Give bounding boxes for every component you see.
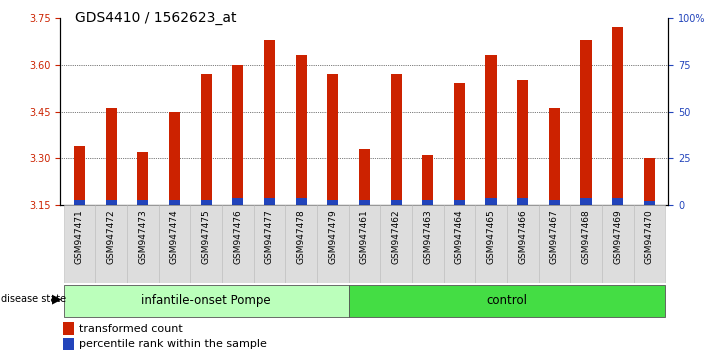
Bar — [580, 40, 592, 205]
Bar — [169, 200, 180, 205]
Text: GDS4410 / 1562623_at: GDS4410 / 1562623_at — [75, 11, 236, 25]
Bar — [264, 40, 275, 205]
Bar — [517, 80, 528, 205]
Text: GSM947477: GSM947477 — [265, 209, 274, 264]
Bar — [296, 55, 306, 205]
Bar — [222, 205, 254, 283]
Bar — [95, 205, 127, 283]
Text: GSM947469: GSM947469 — [613, 209, 622, 264]
Bar — [549, 108, 560, 205]
Bar — [538, 205, 570, 283]
Text: GSM947479: GSM947479 — [328, 209, 337, 264]
Bar — [348, 285, 665, 317]
Bar — [390, 74, 402, 205]
Bar — [159, 205, 191, 283]
Text: transformed count: transformed count — [79, 324, 183, 333]
Bar — [201, 74, 212, 205]
Bar — [63, 285, 348, 317]
Bar — [444, 205, 475, 283]
Bar — [602, 205, 634, 283]
Bar — [63, 338, 75, 350]
Bar — [317, 205, 348, 283]
Text: GSM947478: GSM947478 — [296, 209, 306, 264]
Text: GSM947465: GSM947465 — [486, 209, 496, 264]
Text: ▶: ▶ — [52, 293, 62, 306]
Bar — [63, 205, 95, 283]
Bar — [612, 27, 624, 205]
Bar — [296, 198, 306, 205]
Bar — [105, 200, 117, 205]
Text: GSM947464: GSM947464 — [455, 209, 464, 264]
Bar — [422, 155, 433, 205]
Bar — [475, 205, 507, 283]
Bar — [570, 205, 602, 283]
Bar — [74, 146, 85, 205]
Bar — [507, 205, 538, 283]
Bar — [643, 201, 655, 205]
Text: GSM947470: GSM947470 — [645, 209, 654, 264]
Bar — [264, 198, 275, 205]
Text: GSM947461: GSM947461 — [360, 209, 369, 264]
Text: percentile rank within the sample: percentile rank within the sample — [79, 339, 267, 349]
Bar — [580, 199, 592, 205]
Bar — [486, 55, 496, 205]
Text: GSM947468: GSM947468 — [582, 209, 591, 264]
Bar — [454, 83, 465, 205]
Bar — [390, 200, 402, 205]
Text: GSM947473: GSM947473 — [138, 209, 147, 264]
Bar — [191, 205, 222, 283]
Bar — [232, 64, 243, 205]
Text: GSM947463: GSM947463 — [423, 209, 432, 264]
Bar — [74, 200, 85, 205]
Bar — [454, 200, 465, 205]
Bar — [232, 198, 243, 205]
Bar — [327, 74, 338, 205]
Text: GSM947466: GSM947466 — [518, 209, 527, 264]
Bar — [359, 200, 370, 205]
Bar — [486, 199, 496, 205]
Text: GSM947472: GSM947472 — [107, 209, 116, 264]
Bar — [517, 199, 528, 205]
Bar — [137, 152, 149, 205]
Text: GSM947462: GSM947462 — [392, 209, 400, 264]
Bar — [348, 205, 380, 283]
Bar — [643, 158, 655, 205]
Bar — [549, 200, 560, 205]
Text: GSM947475: GSM947475 — [202, 209, 210, 264]
Bar — [285, 205, 317, 283]
Text: GSM947474: GSM947474 — [170, 209, 179, 264]
Bar — [127, 205, 159, 283]
Bar — [612, 198, 624, 205]
Bar — [254, 205, 285, 283]
Bar — [105, 108, 117, 205]
Bar — [63, 322, 75, 335]
Bar — [137, 200, 149, 205]
Bar — [412, 205, 444, 283]
Text: GSM947467: GSM947467 — [550, 209, 559, 264]
Text: infantile-onset Pompe: infantile-onset Pompe — [141, 295, 271, 307]
Bar — [359, 149, 370, 205]
Text: control: control — [486, 295, 528, 307]
Bar — [380, 205, 412, 283]
Bar — [327, 200, 338, 205]
Text: GSM947476: GSM947476 — [233, 209, 242, 264]
Text: disease state: disease state — [1, 294, 66, 304]
Bar — [422, 200, 433, 205]
Bar — [634, 205, 665, 283]
Text: GSM947471: GSM947471 — [75, 209, 84, 264]
Bar — [169, 112, 180, 205]
Bar — [201, 200, 212, 205]
